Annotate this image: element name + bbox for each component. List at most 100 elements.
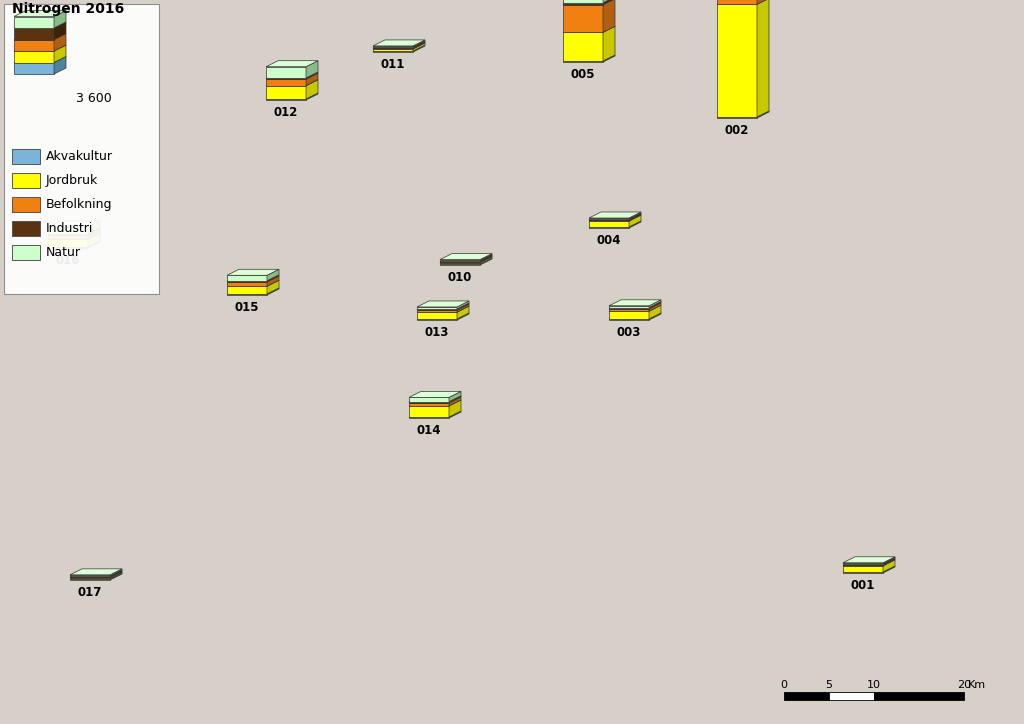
Polygon shape (54, 33, 66, 51)
Polygon shape (14, 56, 66, 62)
Polygon shape (373, 42, 425, 48)
Polygon shape (110, 571, 122, 578)
Polygon shape (883, 559, 895, 565)
Polygon shape (227, 286, 267, 294)
Polygon shape (589, 218, 629, 219)
Polygon shape (609, 319, 649, 320)
Polygon shape (110, 573, 122, 580)
Polygon shape (227, 282, 267, 286)
Polygon shape (266, 85, 306, 99)
Polygon shape (88, 241, 100, 248)
Polygon shape (227, 269, 279, 275)
Polygon shape (589, 215, 641, 221)
Polygon shape (266, 67, 306, 78)
Polygon shape (88, 233, 100, 247)
Polygon shape (48, 235, 88, 239)
Polygon shape (70, 578, 110, 579)
Polygon shape (373, 41, 425, 47)
Polygon shape (227, 288, 279, 294)
Polygon shape (440, 263, 480, 264)
Polygon shape (843, 564, 883, 565)
Polygon shape (70, 570, 122, 576)
Polygon shape (306, 93, 318, 100)
Polygon shape (480, 256, 492, 263)
Polygon shape (457, 304, 469, 312)
Polygon shape (563, 3, 603, 4)
Text: 003: 003 (616, 326, 641, 339)
Polygon shape (409, 411, 461, 417)
Polygon shape (589, 221, 629, 227)
Text: 010: 010 (447, 271, 472, 284)
Polygon shape (409, 397, 461, 403)
Text: 012: 012 (273, 106, 298, 119)
Polygon shape (88, 221, 100, 234)
Polygon shape (227, 294, 267, 295)
Polygon shape (717, 4, 757, 117)
Polygon shape (649, 303, 662, 311)
Polygon shape (373, 43, 425, 49)
Polygon shape (373, 49, 413, 51)
Polygon shape (14, 28, 54, 40)
Polygon shape (563, 26, 615, 33)
Text: 005: 005 (570, 68, 595, 81)
Bar (784, 692, 829, 700)
Polygon shape (14, 51, 54, 62)
Text: 017: 017 (78, 586, 102, 599)
Polygon shape (717, 0, 769, 4)
Polygon shape (417, 307, 457, 309)
Bar (874, 692, 964, 700)
Polygon shape (48, 229, 100, 235)
Polygon shape (440, 260, 480, 261)
Bar (829, 692, 874, 700)
Text: 015: 015 (234, 301, 259, 314)
Polygon shape (609, 308, 649, 311)
Polygon shape (649, 302, 662, 308)
Polygon shape (409, 400, 461, 406)
Polygon shape (70, 572, 122, 578)
Polygon shape (603, 26, 615, 61)
Polygon shape (589, 227, 629, 228)
Polygon shape (843, 565, 883, 572)
Polygon shape (883, 557, 895, 564)
Polygon shape (373, 48, 413, 49)
Polygon shape (589, 212, 641, 218)
Polygon shape (757, 0, 769, 4)
Polygon shape (227, 276, 279, 282)
Polygon shape (609, 303, 662, 308)
Polygon shape (843, 557, 895, 563)
Polygon shape (480, 255, 492, 261)
Polygon shape (649, 300, 662, 308)
Polygon shape (843, 559, 895, 565)
Polygon shape (609, 300, 662, 306)
Polygon shape (609, 306, 662, 311)
Polygon shape (629, 214, 641, 221)
Polygon shape (413, 41, 425, 48)
Text: Jordbruk: Jordbruk (46, 174, 98, 187)
Polygon shape (563, 55, 615, 61)
Polygon shape (227, 275, 267, 281)
Polygon shape (440, 261, 480, 263)
Polygon shape (449, 400, 461, 417)
Polygon shape (373, 47, 413, 48)
Polygon shape (440, 258, 492, 264)
Polygon shape (609, 311, 649, 319)
Bar (12, 149, 40, 164)
Polygon shape (440, 256, 492, 263)
Polygon shape (409, 403, 449, 406)
Polygon shape (70, 573, 122, 579)
Polygon shape (717, 0, 757, 4)
Text: 016: 016 (55, 254, 80, 267)
Text: 004: 004 (597, 234, 622, 247)
Polygon shape (603, 0, 615, 4)
Polygon shape (883, 566, 895, 573)
Polygon shape (227, 281, 267, 282)
Polygon shape (883, 560, 895, 572)
Polygon shape (457, 306, 469, 319)
Polygon shape (603, 0, 615, 3)
Polygon shape (417, 304, 469, 310)
Polygon shape (417, 309, 457, 310)
Polygon shape (629, 213, 641, 220)
Polygon shape (480, 253, 492, 261)
Polygon shape (48, 227, 88, 234)
Polygon shape (88, 228, 100, 235)
